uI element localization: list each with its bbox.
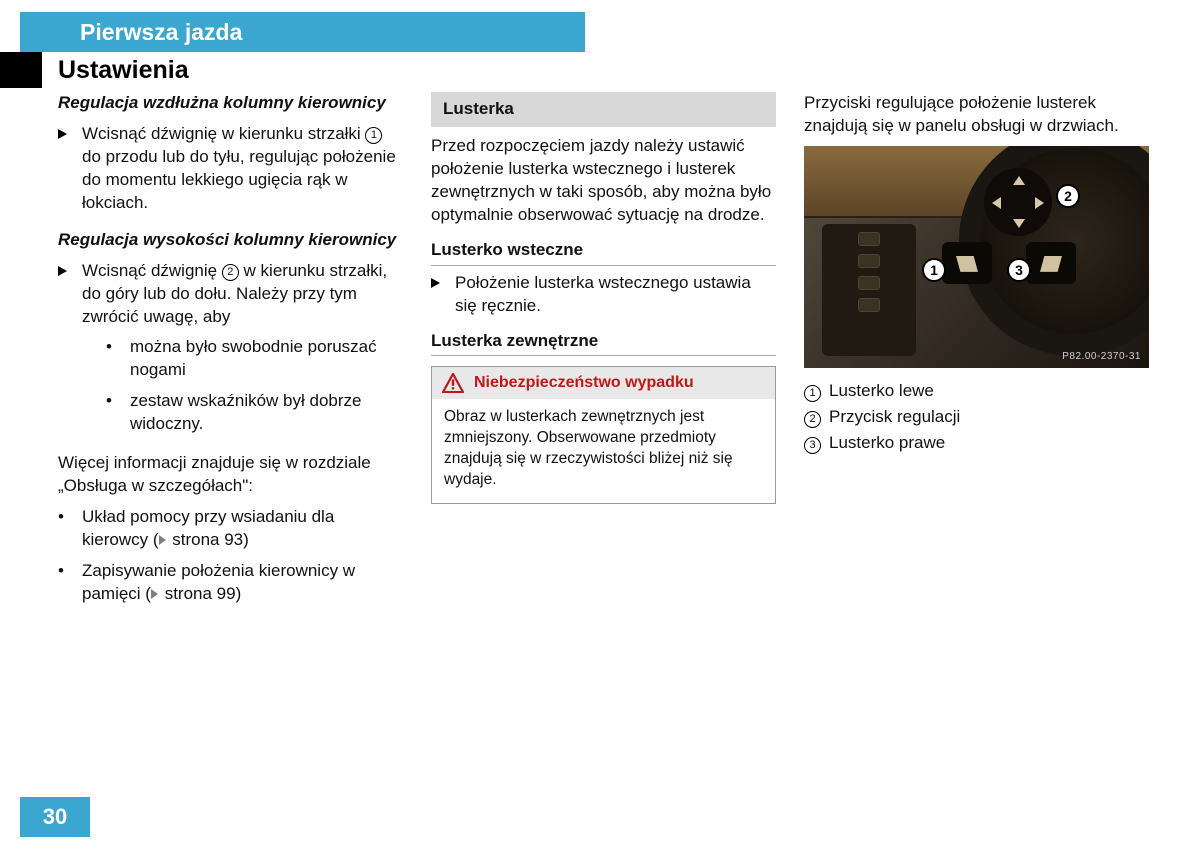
illustration-mirror-controls: 1 2 3 P82.00-2370-31 [804,146,1149,368]
figure-id: P82.00-2370-31 [1062,350,1141,364]
subheading: Lusterko wsteczne [431,239,776,266]
page-ref-icon [159,535,166,545]
callout-label-1: 1 [922,258,946,282]
paragraph: Więcej informacji znajduje się w rozdzia… [58,452,403,498]
mirror-dpad-graphic [984,168,1052,236]
sub-bullet: • zestaw wskaźników był dobrze widoczny. [106,390,403,436]
page-ref-icon [151,589,158,599]
callout-1-icon: 1 [365,127,382,144]
warning-triangle-icon [442,373,464,393]
step-item: Położenie lusterka wstecznego ustawia si… [431,272,776,318]
column-1: Regulacja wzdłużna kolumny kierownicy Wc… [58,92,403,614]
page-columns: Regulacja wzdłużna kolumny kierownicy Wc… [58,92,1158,614]
warning-header: Niebezpieczeństwo wypadku [432,367,775,399]
column-3: Przyciski regulujące położenie lusterek … [804,92,1149,614]
column-2: Lusterka Przed rozpoczęciem jazdy należy… [431,92,776,614]
callout-label-2: 2 [1056,184,1080,208]
page-number: 30 [20,797,90,837]
subheading: Regulacja wzdłużna kolumny kierownicy [58,92,403,115]
section-title: Ustawienia [58,56,189,85]
mirror-left-btn-graphic [942,242,992,284]
sub-bullet: • można było swobodnie poruszać nogami [106,336,403,382]
warning-title: Niebezpieczeństwo wypadku [474,372,694,394]
callout-3-icon: 3 [804,437,821,454]
callout-2-icon: 2 [804,411,821,428]
door-panel-graphic [822,224,916,356]
thumb-tab [0,52,42,88]
paragraph: Przyciski regulujące położenie lusterek … [804,92,1149,138]
paragraph: Przed rozpoczęciem jazdy należy ustawić … [431,135,776,227]
warning-box: Niebezpieczeństwo wypadku Obraz w luster… [431,366,776,503]
legend-item: 3 Lusterko prawe [804,432,1149,455]
ref-bullet: • Układ pomocy przy wsiadaniu dla kierow… [58,506,403,552]
step-item: Wcisnąć dźwignię 2 w kierunku strzałki, … [58,260,403,445]
callout-1-icon: 1 [804,385,821,402]
legend-item: 2 Przycisk regulacji [804,406,1149,429]
step-arrow-icon [58,129,67,139]
warning-body: Obraz w lusterkach zewnętrznych jest zmn… [432,399,775,503]
step-arrow-icon [431,278,440,288]
legend-item: 1 Lusterko lewe [804,380,1149,403]
ref-bullet: • Zapisywanie położenia kierownicy w pam… [58,560,403,606]
subheading: Regulacja wysokości kolumny kierownicy [58,229,403,252]
step-item: Wcisnąć dźwignię w kierunku strzałki 1 d… [58,123,403,215]
step-arrow-icon [58,266,67,276]
mirror-right-btn-graphic [1026,242,1076,284]
chapter-title: Pierwsza jazda [80,19,242,46]
chapter-header: Pierwsza jazda [20,12,585,52]
callout-label-3: 3 [1007,258,1031,282]
callout-2-icon: 2 [222,264,239,281]
subheading: Lusterka zewnętrzne [431,330,776,357]
topic-header: Lusterka [431,92,776,127]
